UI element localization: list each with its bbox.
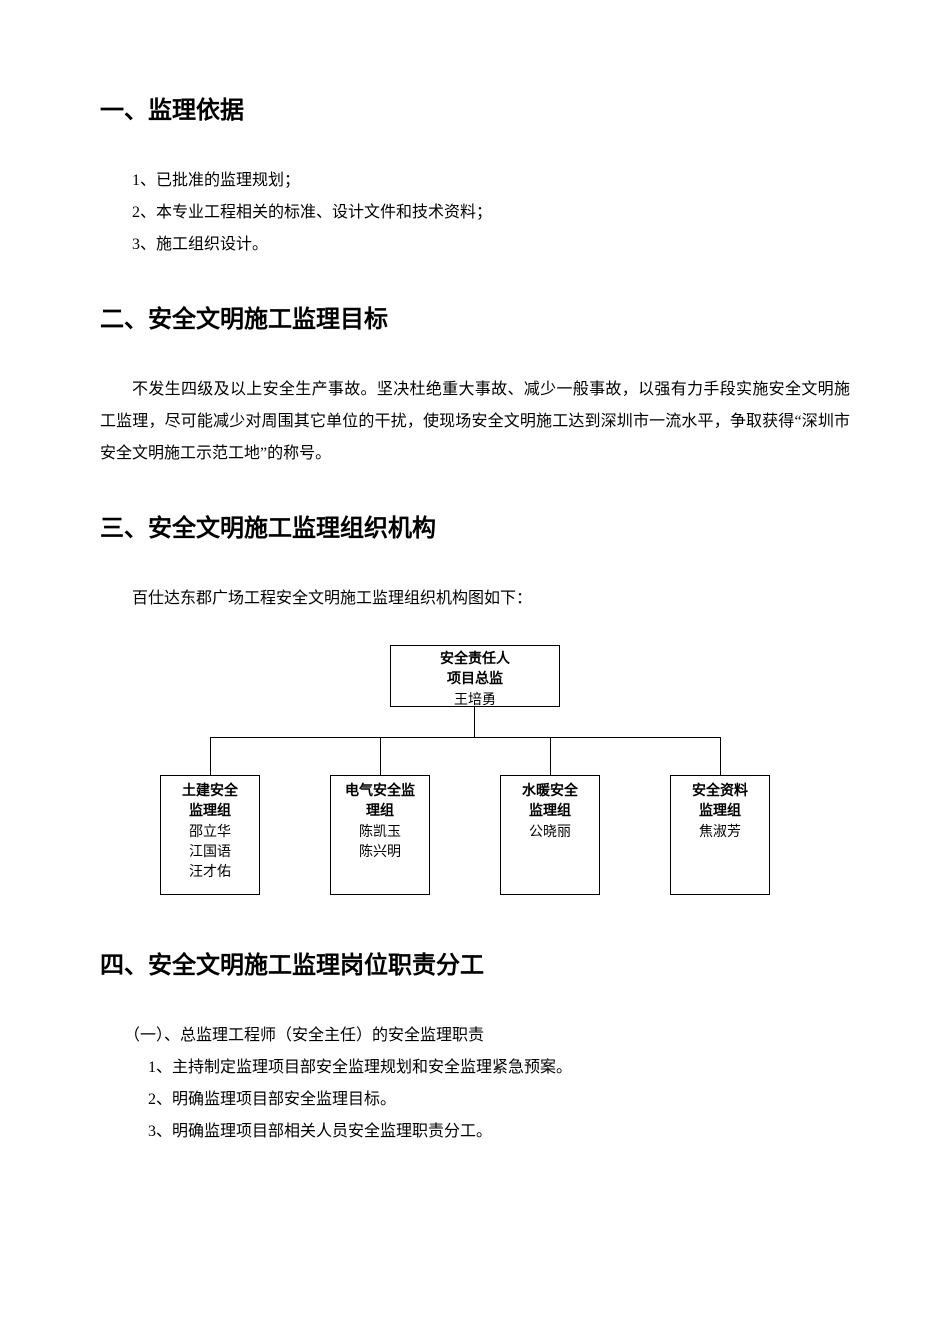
org-node-root: 安全责任人 项目总监 王培勇 [390, 645, 560, 707]
org-node-name: 陈凯玉 [331, 823, 429, 843]
org-node-title: 安全责任人 [391, 650, 559, 670]
org-connector [720, 737, 721, 775]
document-page: 一、监理依据 1、已批准的监理规划； 2、本专业工程相关的标准、设计文件和技术资… [0, 0, 950, 1344]
section3-heading: 三、安全文明施工监理组织机构 [100, 508, 850, 543]
org-node-name: 邵立华 [161, 823, 259, 843]
org-connector [380, 737, 381, 775]
org-node-name: 江国语 [161, 843, 259, 863]
org-connector [210, 737, 211, 775]
org-node-child: 水暖安全 监理组 公晓丽 [500, 775, 600, 895]
section4-item: 1、主持制定监理项目部安全监理规划和安全监理紧急预案。 [100, 1052, 850, 1084]
org-node-child: 安全资料 监理组 焦淑芳 [670, 775, 770, 895]
org-node-name: 陈兴明 [331, 843, 429, 863]
section1-item: 1、已批准的监理规划； [100, 165, 850, 197]
org-node-subtitle: 项目总监 [391, 670, 559, 690]
section3-intro: 百仕达东郡广场工程安全文明施工监理组织机构图如下： [100, 583, 850, 615]
org-node-subtitle: 理组 [331, 802, 429, 822]
org-chart: 安全责任人 项目总监 王培勇 土建安全 监理组 邵立华 江国语 汪才佑 电气安全… [100, 645, 850, 925]
section1-heading: 一、监理依据 [100, 90, 850, 125]
org-node-title: 土建安全 [161, 782, 259, 802]
org-node-title: 安全资料 [671, 782, 769, 802]
section4-subheading: （一）、总监理工程师（安全主任）的安全监理职责 [100, 1020, 850, 1052]
section2-heading: 二、安全文明施工监理目标 [100, 299, 850, 334]
section1-item: 3、施工组织设计。 [100, 229, 850, 261]
org-node-name: 王培勇 [391, 691, 559, 711]
section1-list: 1、已批准的监理规划； 2、本专业工程相关的标准、设计文件和技术资料； 3、施工… [100, 165, 850, 261]
org-node-child: 电气安全监 理组 陈凯玉 陈兴明 [330, 775, 430, 895]
org-node-subtitle: 监理组 [671, 802, 769, 822]
org-node-title: 电气安全监 [331, 782, 429, 802]
org-node-subtitle: 监理组 [161, 802, 259, 822]
section4-item: 3、明确监理项目部相关人员安全监理职责分工。 [100, 1116, 850, 1148]
org-node-name: 公晓丽 [501, 823, 599, 843]
org-node-child: 土建安全 监理组 邵立华 江国语 汪才佑 [160, 775, 260, 895]
section1-item: 2、本专业工程相关的标准、设计文件和技术资料； [100, 197, 850, 229]
org-node-name: 焦淑芳 [671, 823, 769, 843]
org-connector [474, 707, 475, 737]
org-node-title: 水暖安全 [501, 782, 599, 802]
org-node-name: 汪才佑 [161, 863, 259, 883]
org-connector [550, 737, 551, 775]
org-node-subtitle: 监理组 [501, 802, 599, 822]
section2-paragraph: 不发生四级及以上安全生产事故。坚决杜绝重大事故、减少一般事故，以强有力手段实施安… [100, 374, 850, 470]
org-connector [210, 737, 720, 738]
section4-heading: 四、安全文明施工监理岗位职责分工 [100, 945, 850, 980]
section4-item: 2、明确监理项目部安全监理目标。 [100, 1084, 850, 1116]
